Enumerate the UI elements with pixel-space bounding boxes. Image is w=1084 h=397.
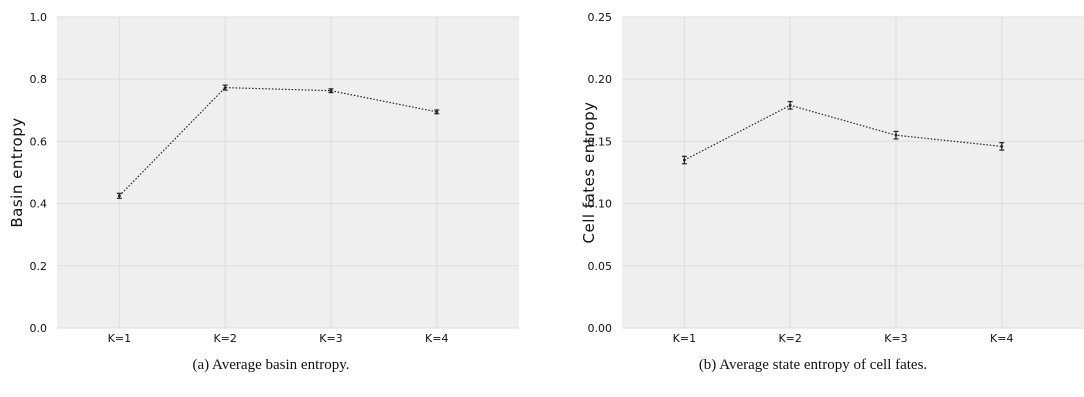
- plot-area: [622, 17, 1084, 328]
- x-tick-label: K=3: [319, 332, 342, 345]
- y-tick-label: 0.15: [588, 135, 613, 148]
- y-axis-label: Cell fates entropy: [580, 101, 598, 243]
- y-axis-label: Basin entropy: [8, 117, 26, 227]
- x-tick-label: K=2: [213, 332, 236, 345]
- data-point: [788, 103, 792, 107]
- data-point: [329, 89, 333, 93]
- y-tick-label: 0.2: [30, 260, 48, 273]
- series-line: [118, 86, 437, 197]
- x-tick-label: K=2: [778, 332, 801, 345]
- y-tick-label: 0.00: [588, 322, 613, 335]
- data-point: [894, 133, 898, 137]
- data-point: [435, 110, 439, 114]
- chart-panel-b: 0.00 0.05 0.10 0.15 0.20 0.25 K=1 K=2 K=3 K=4 Cell…: [542, 0, 1084, 397]
- y-tick-label: 0.25: [588, 11, 613, 24]
- y-tick-label: 0.8: [30, 73, 48, 86]
- series-line: [684, 104, 1002, 161]
- y-tick-label: 0.4: [30, 198, 48, 211]
- y-tick-label: 0.10: [588, 198, 613, 211]
- data-point: [117, 194, 121, 198]
- y-tick-label: 1.0: [30, 11, 48, 24]
- chart-a-svg: 0.0 0.2 0.4 0.6 0.8 1.0 K=1 K=2 K=3 K=4 Basin entr…: [8, 11, 519, 345]
- y-tick-label: 0.05: [588, 260, 613, 273]
- plot-area: [57, 17, 519, 328]
- caption-a: (a) Average basin entropy.: [192, 357, 350, 373]
- chart-b-svg: 0.00 0.05 0.10 0.15 0.20 0.25 K=1 K=2 K=3 K=4 Cell…: [580, 11, 1084, 345]
- x-tick-label: K=4: [425, 332, 448, 345]
- x-tick-label: K=1: [673, 332, 696, 345]
- x-tick-label: K=4: [990, 332, 1013, 345]
- data-point: [223, 86, 227, 89]
- y-tick-label: 0.6: [30, 135, 48, 148]
- y-tick-label: 0.20: [588, 73, 613, 86]
- x-tick-label: K=1: [108, 332, 131, 345]
- data-point: [682, 158, 686, 162]
- y-tick-label: 0.0: [30, 322, 48, 335]
- caption-b: (b) Average state entropy of cell fates.: [698, 357, 928, 373]
- chart-panel-a: 0.0 0.2 0.4 0.6 0.8 1.0 K=1 K=2 K=3 K=4 Basin entr…: [8, 11, 519, 373]
- x-tick-label: K=3: [884, 332, 907, 345]
- data-point: [1000, 144, 1004, 148]
